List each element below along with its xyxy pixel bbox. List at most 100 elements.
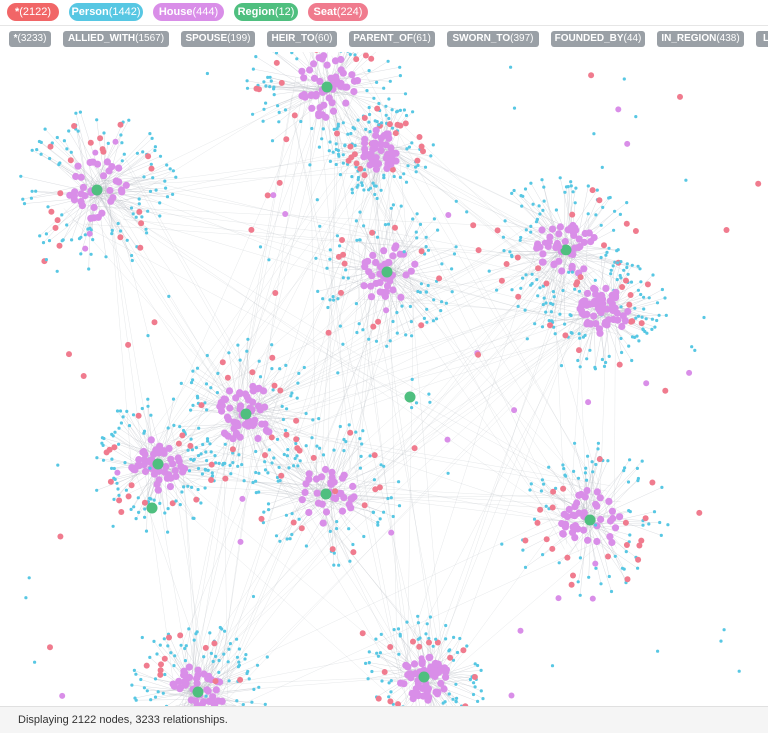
region-node[interactable] xyxy=(92,185,103,196)
house-node[interactable] xyxy=(301,91,308,98)
person-node[interactable] xyxy=(451,698,454,701)
person-node[interactable] xyxy=(120,421,123,424)
seat-node[interactable] xyxy=(414,158,420,164)
person-node[interactable] xyxy=(218,659,221,662)
person-node[interactable] xyxy=(400,205,403,208)
seat-node[interactable] xyxy=(81,373,87,379)
person-node[interactable] xyxy=(504,219,507,222)
house-node[interactable] xyxy=(400,680,407,687)
seat-node[interactable] xyxy=(370,324,376,330)
person-node[interactable] xyxy=(347,277,350,280)
person-node[interactable] xyxy=(368,69,371,72)
seat-node[interactable] xyxy=(596,197,602,203)
seat-node[interactable] xyxy=(578,274,584,280)
house-node[interactable] xyxy=(315,500,322,507)
house-node[interactable] xyxy=(372,140,379,147)
person-node[interactable] xyxy=(529,182,532,185)
person-node[interactable] xyxy=(455,200,458,203)
person-node[interactable] xyxy=(620,351,623,354)
house-node[interactable] xyxy=(299,496,306,503)
house-node[interactable] xyxy=(590,313,597,320)
house-node[interactable] xyxy=(445,212,451,218)
person-node[interactable] xyxy=(174,499,177,502)
seat-node[interactable] xyxy=(48,209,54,215)
seat-node[interactable] xyxy=(544,281,550,287)
person-node[interactable] xyxy=(404,92,407,95)
person-node[interactable] xyxy=(361,184,364,187)
person-node[interactable] xyxy=(303,366,306,369)
person-node[interactable] xyxy=(344,440,347,443)
person-node[interactable] xyxy=(660,534,663,537)
house-node[interactable] xyxy=(536,244,543,251)
person-node[interactable] xyxy=(403,250,406,253)
house-node[interactable] xyxy=(213,686,220,693)
person-node[interactable] xyxy=(258,360,261,363)
house-node[interactable] xyxy=(383,307,389,313)
person-node[interactable] xyxy=(112,498,115,501)
rel-tag-in-region[interactable]: IN_REGION(438) xyxy=(657,31,744,47)
person-node[interactable] xyxy=(548,319,551,322)
person-node[interactable] xyxy=(365,89,368,92)
person-node[interactable] xyxy=(254,471,257,474)
seat-node[interactable] xyxy=(265,192,271,198)
person-node[interactable] xyxy=(359,238,362,241)
house-node[interactable] xyxy=(562,238,569,245)
person-node[interactable] xyxy=(375,81,378,84)
house-node[interactable] xyxy=(161,469,168,476)
seat-node[interactable] xyxy=(138,220,144,226)
house-node[interactable] xyxy=(140,448,147,455)
person-node[interactable] xyxy=(339,173,342,176)
seat-node[interactable] xyxy=(149,166,155,172)
person-node[interactable] xyxy=(519,239,522,242)
seat-node[interactable] xyxy=(291,520,297,526)
person-node[interactable] xyxy=(380,633,383,636)
seat-node[interactable] xyxy=(342,261,348,267)
house-node[interactable] xyxy=(549,226,556,233)
house-node[interactable] xyxy=(575,492,582,499)
person-node[interactable] xyxy=(148,132,151,135)
person-node[interactable] xyxy=(101,436,104,439)
person-node[interactable] xyxy=(543,200,546,203)
person-node[interactable] xyxy=(123,153,126,156)
person-node[interactable] xyxy=(355,302,358,305)
person-node[interactable] xyxy=(612,264,615,267)
person-node[interactable] xyxy=(222,653,225,656)
person-node[interactable] xyxy=(332,295,335,298)
person-node[interactable] xyxy=(132,212,135,215)
seat-node[interactable] xyxy=(293,418,299,424)
person-node[interactable] xyxy=(391,320,394,323)
person-node[interactable] xyxy=(529,231,532,234)
person-node[interactable] xyxy=(637,477,640,480)
person-node[interactable] xyxy=(275,534,278,537)
house-node[interactable] xyxy=(610,316,617,323)
person-node[interactable] xyxy=(452,636,455,639)
person-node[interactable] xyxy=(149,190,152,193)
person-node[interactable] xyxy=(217,671,220,674)
person-node[interactable] xyxy=(335,142,338,145)
person-node[interactable] xyxy=(387,695,390,698)
seat-node[interactable] xyxy=(136,209,142,215)
seat-node[interactable] xyxy=(339,237,345,243)
person-node[interactable] xyxy=(137,496,140,499)
person-node[interactable] xyxy=(616,278,619,281)
seat-node[interactable] xyxy=(628,292,634,298)
person-node[interactable] xyxy=(592,132,595,135)
house-node[interactable] xyxy=(319,111,326,118)
seat-node[interactable] xyxy=(269,355,275,361)
person-node[interactable] xyxy=(281,405,284,408)
person-node[interactable] xyxy=(542,186,545,189)
person-node[interactable] xyxy=(524,309,527,312)
graph-canvas[interactable] xyxy=(0,52,768,706)
seat-node[interactable] xyxy=(104,449,110,455)
person-node[interactable] xyxy=(278,367,281,370)
house-node[interactable] xyxy=(419,655,425,661)
person-node[interactable] xyxy=(342,121,345,124)
house-node[interactable] xyxy=(100,172,107,179)
person-node[interactable] xyxy=(391,127,394,130)
person-node[interactable] xyxy=(399,633,402,636)
person-node[interactable] xyxy=(120,141,123,144)
person-node[interactable] xyxy=(405,621,408,624)
person-node[interactable] xyxy=(623,568,626,571)
person-node[interactable] xyxy=(252,595,255,598)
seat-node[interactable] xyxy=(55,217,61,223)
